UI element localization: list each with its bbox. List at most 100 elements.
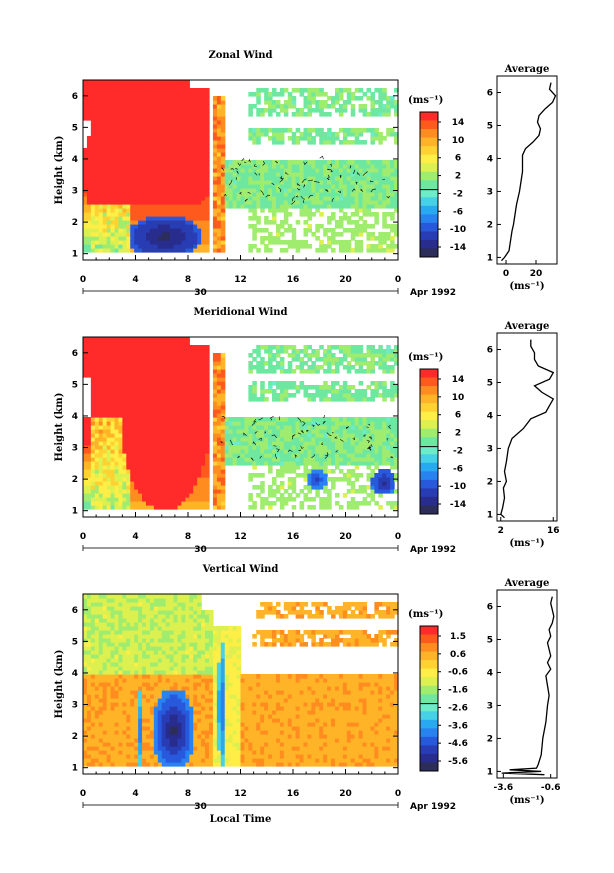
heatmap-cell	[185, 100, 190, 105]
heatmap-cell	[173, 481, 179, 486]
contour-segment	[228, 179, 233, 186]
heatmap-cell	[118, 168, 123, 173]
heatmap-cell	[390, 192, 395, 197]
heatmap-cell	[122, 172, 127, 177]
heatmap-cell	[366, 128, 372, 133]
heatmap-cell	[279, 465, 285, 470]
heatmap-cell	[138, 469, 143, 474]
heatmap-cell	[181, 497, 186, 502]
heatmap-cell	[83, 421, 88, 426]
heatmap-cell	[268, 493, 273, 498]
heatmap-cell	[311, 92, 316, 97]
heatmap-cell	[244, 433, 249, 438]
heatmap-cell	[126, 92, 131, 97]
heatmap-cell	[134, 136, 139, 141]
heatmap-cell	[149, 80, 155, 85]
heatmap-cell	[153, 112, 159, 117]
heatmap-cell	[354, 88, 360, 93]
heatmap-cell	[161, 120, 167, 125]
heatmap-cell	[169, 397, 175, 402]
heatmap-cell	[319, 449, 324, 454]
heatmap-cell	[212, 381, 218, 386]
heatmap-cell	[358, 345, 364, 350]
heatmap-cell	[146, 196, 151, 201]
heatmap-cell	[86, 473, 92, 478]
heatmap-cell	[268, 164, 273, 169]
heatmap-cell	[130, 409, 135, 414]
heatmap-cell	[197, 409, 202, 414]
heatmap-cell	[189, 248, 194, 253]
heatmap-cell	[90, 144, 96, 149]
heatmap-cell	[220, 220, 226, 225]
heatmap-cell	[165, 377, 171, 382]
heatmap-cell	[287, 465, 293, 470]
heatmap-cell	[232, 192, 238, 197]
heatmap-cell	[335, 501, 340, 506]
heatmap-cell	[173, 413, 179, 418]
heatmap-cell	[102, 361, 108, 366]
heatmap-cell	[205, 437, 210, 442]
heatmap-cell	[134, 168, 139, 173]
heatmap-cell	[287, 345, 293, 350]
heatmap-cell	[307, 453, 312, 458]
heatmap-cell	[264, 216, 269, 221]
heatmap-cell	[118, 425, 123, 430]
heatmap-cell	[283, 176, 289, 181]
heatmap-cell	[110, 112, 116, 117]
heatmap-cell	[378, 244, 383, 249]
heatmap-cell	[165, 136, 171, 141]
heatmap-cell	[319, 136, 324, 141]
heatmap-cell	[177, 172, 183, 177]
heatmap-cell	[142, 248, 147, 253]
heatmap-cell	[86, 437, 92, 442]
heatmap-cell	[338, 453, 344, 458]
heatmap-cell	[205, 353, 210, 358]
heatmap-cell	[106, 164, 112, 169]
contour-segment	[386, 195, 391, 199]
heatmap-cell	[272, 421, 277, 426]
heatmap-cell	[169, 433, 175, 438]
heatmap-cell	[291, 188, 297, 193]
heatmap-cell	[153, 413, 159, 418]
heatmap-cell	[201, 152, 206, 157]
heatmap-cell	[220, 96, 226, 101]
heatmap-cell	[149, 337, 155, 342]
heatmap-cell	[149, 401, 155, 406]
heatmap-cell	[358, 417, 364, 422]
heatmap-cell	[331, 429, 336, 434]
heatmap-cell	[134, 417, 139, 422]
heatmap-cell	[287, 240, 293, 245]
heatmap-cell	[83, 485, 88, 490]
heatmap-cell	[165, 425, 171, 430]
heatmap-cell	[185, 80, 190, 85]
heatmap-cell	[165, 108, 171, 113]
heatmap-cell	[228, 204, 234, 209]
heatmap-cell	[110, 465, 116, 470]
heatmap-cell	[275, 188, 281, 193]
heatmap-cell	[193, 184, 198, 189]
heatmap-cell	[134, 92, 139, 97]
heatmap-cell	[342, 445, 348, 450]
heatmap-cell	[153, 160, 159, 165]
heatmap-cell	[279, 188, 285, 193]
heatmap-cell	[193, 345, 198, 350]
heatmap-cell	[303, 497, 309, 502]
heatmap-cell	[161, 108, 167, 113]
heatmap-cell	[205, 228, 210, 233]
heatmap-cell	[165, 240, 171, 245]
heatmap-cell	[212, 477, 218, 482]
colorbar-segment	[420, 112, 438, 121]
heatmap-cell	[118, 188, 123, 193]
heatmap-cell	[201, 160, 206, 165]
heatmap-cell	[256, 112, 261, 117]
heatmap-cell	[311, 449, 316, 454]
heatmap-cell	[331, 96, 336, 101]
heatmap-cell	[193, 449, 198, 454]
heatmap-cell	[110, 80, 116, 85]
heatmap-cell	[165, 208, 171, 213]
heatmap-cell	[327, 389, 332, 394]
heatmap-cell	[303, 228, 309, 233]
heatmap-cell	[279, 485, 285, 490]
heatmap-cell	[307, 160, 312, 165]
profile-frame	[496, 75, 558, 265]
